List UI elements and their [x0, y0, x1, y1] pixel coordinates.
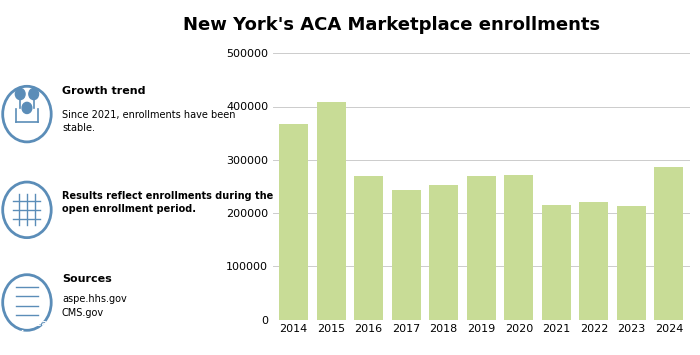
- Circle shape: [29, 88, 38, 100]
- Bar: [391, 190, 421, 320]
- Text: aspe.hhs.gov
CMS.gov: aspe.hhs.gov CMS.gov: [62, 294, 127, 318]
- Bar: [542, 205, 571, 320]
- Text: Results reflect enrollments during the
open enrollment period.: Results reflect enrollments during the o…: [62, 191, 273, 214]
- Bar: [617, 206, 646, 320]
- Text: Sources: Sources: [62, 274, 112, 284]
- Text: health
insurance
.org™: health insurance .org™: [20, 319, 71, 350]
- Text: New York's ACA Marketplace enrollments: New York's ACA Marketplace enrollments: [183, 16, 601, 34]
- Bar: [316, 102, 346, 320]
- Text: Since 2021, enrollments have been
stable.: Since 2021, enrollments have been stable…: [62, 110, 235, 133]
- Circle shape: [15, 88, 25, 100]
- Circle shape: [22, 102, 32, 114]
- Bar: [279, 124, 308, 320]
- Bar: [579, 202, 608, 320]
- Bar: [504, 175, 533, 320]
- Bar: [467, 176, 496, 320]
- Bar: [429, 185, 458, 320]
- Bar: [654, 167, 683, 320]
- Text: Growth trend: Growth trend: [62, 86, 146, 96]
- Bar: [354, 176, 384, 320]
